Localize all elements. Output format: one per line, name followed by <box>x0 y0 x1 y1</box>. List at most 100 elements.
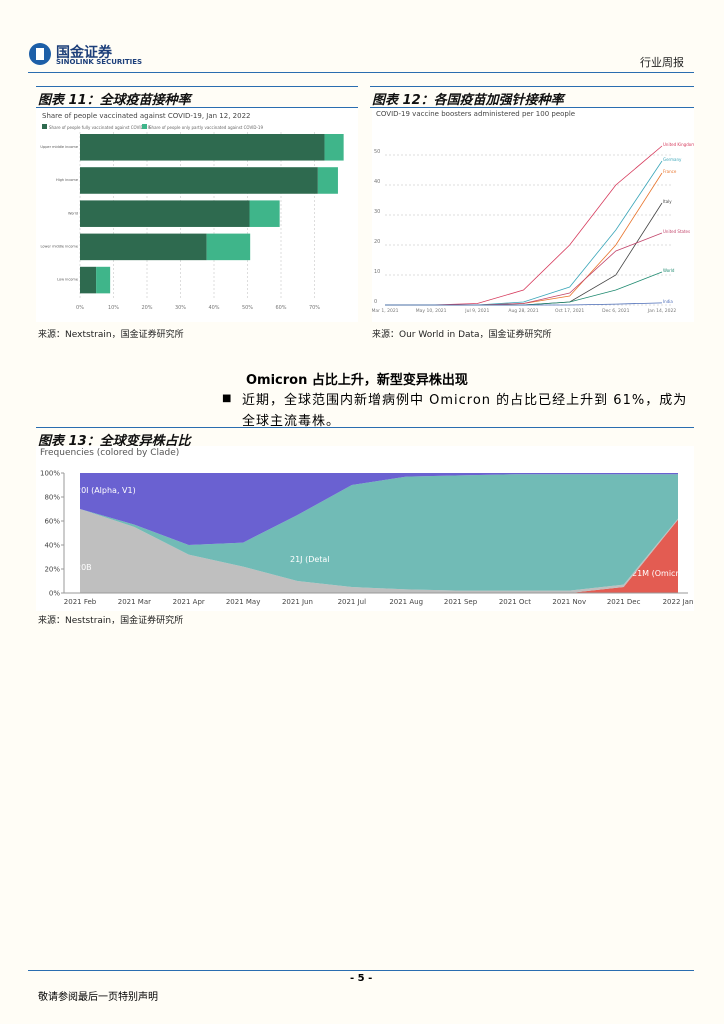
legend-label: Share of people fully vaccinated against… <box>49 125 151 130</box>
series-label: United States <box>663 229 690 234</box>
y-tick-label: World <box>68 211 78 215</box>
bar-segment <box>96 266 111 294</box>
legend-label: Share of people only partly vaccinated a… <box>149 125 263 130</box>
x-tick-label: 2021 Jun <box>282 598 313 606</box>
bar-segment <box>80 266 97 294</box>
series-label: Italy <box>663 199 672 204</box>
y-tick-label: 40 <box>374 179 380 185</box>
x-tick-label: 60% <box>275 305 286 311</box>
x-tick-label: 2021 Feb <box>64 598 97 606</box>
bar-segment <box>206 233 251 261</box>
y-tick-label: 40% <box>44 542 60 550</box>
y-tick-label: 80% <box>44 494 60 502</box>
bar-segment <box>80 167 318 194</box>
logo-cn: 国金证券 <box>56 45 112 61</box>
area <box>80 509 678 593</box>
x-tick-label: May 10, 2021 <box>416 308 447 314</box>
x-tick-label: 2021 Nov <box>552 598 586 606</box>
x-tick-label: Dec 6, 2021 <box>602 308 629 314</box>
chart-title: Share of people vaccinated against COVID… <box>42 112 250 120</box>
x-tick-label: 2021 Jul <box>338 598 367 606</box>
section-heading: Omicron 占比上升，新型变异株出现 <box>246 373 468 388</box>
x-tick-label: 40% <box>208 305 219 311</box>
source: 来源：Neststrain，国金证券研究所 <box>38 616 184 626</box>
x-tick-label: 2021 May <box>226 598 261 606</box>
figure-title: 图表 11：全球疫苗接种率 <box>36 86 358 108</box>
line <box>385 172 663 306</box>
chart: Share of people vaccinated against COVID… <box>36 108 358 322</box>
series-label: France <box>663 169 677 174</box>
logo-icon <box>29 43 51 65</box>
bar-segment <box>80 233 207 261</box>
source: 来源：Nextstrain，国金证券研究所 <box>38 330 184 340</box>
footer-rule <box>28 970 694 971</box>
chart-title: COVID-19 vaccine boosters administered p… <box>376 110 575 118</box>
y-tick-label: 20 <box>374 239 380 245</box>
header-rule <box>28 72 694 73</box>
y-tick-label: Lower middle income <box>41 245 78 249</box>
bullet-icon: ■ <box>222 393 232 404</box>
x-tick-label: 2021 Oct <box>499 598 531 606</box>
line <box>385 302 663 306</box>
y-tick-label: 100% <box>40 470 60 478</box>
chart-title: Frequencies (colored by Clade) <box>40 448 179 458</box>
logo-en: SINOLINK SECURITIES <box>56 58 143 66</box>
y-tick-label: 10 <box>374 269 380 275</box>
x-tick-label: 20% <box>141 305 152 311</box>
y-tick-label: 0% <box>49 590 60 598</box>
series-label: India <box>663 299 673 304</box>
legend-swatch <box>42 124 47 129</box>
source: 来源：Our World in Data，国金证券研究所 <box>372 330 552 340</box>
series-label: World <box>663 268 675 273</box>
area <box>80 473 678 545</box>
bar-segment <box>80 134 325 161</box>
bar-segment <box>249 200 280 227</box>
report-type: 行业周报 <box>640 56 684 69</box>
y-tick-label: 20% <box>44 566 60 574</box>
x-tick-label: 70% <box>309 305 320 311</box>
page-number: - 5 - <box>350 973 373 984</box>
line <box>385 271 663 306</box>
y-tick-label: 50 <box>374 149 380 155</box>
x-tick-label: 2021 Mar <box>118 598 151 606</box>
area-label: 20I (Alpha, V1) <box>76 486 136 495</box>
x-tick-label: Jul 9, 2021 <box>464 308 489 314</box>
y-tick-label: 60% <box>44 518 60 526</box>
x-tick-label: Aug 28, 2021 <box>508 308 538 314</box>
y-tick-label: High income <box>56 178 78 182</box>
chart: Frequencies (colored by Clade) 0% 20% 40% 60… <box>36 446 694 611</box>
y-tick-label: Upper middle income <box>40 145 78 149</box>
legend-swatch <box>142 124 147 129</box>
line <box>385 145 663 306</box>
area <box>80 474 678 591</box>
x-tick-label: Mar 1, 2021 <box>372 308 399 314</box>
x-tick-label: 2021 Aug <box>389 598 423 606</box>
y-tick-label: Low income <box>57 278 78 282</box>
x-tick-label: 2021 Sep <box>444 598 478 606</box>
disclaimer: 敬请参阅最后一页特别声明 <box>38 992 158 1003</box>
x-tick-label: 10% <box>108 305 119 311</box>
area-label: 21J (Detal <box>290 555 330 564</box>
figure-title: 图表 12：各国疫苗加强针接种率 <box>370 86 694 108</box>
x-tick-label: 30% <box>175 305 186 311</box>
bar-segment <box>324 134 344 161</box>
line <box>385 160 663 306</box>
x-tick-label: 2021 Apr <box>173 598 205 606</box>
x-tick-label: 50% <box>242 305 253 311</box>
y-tick-label: 0 <box>374 299 377 305</box>
chart: COVID-19 vaccine boosters administered p… <box>372 108 694 322</box>
x-tick-label: 0% <box>76 305 84 311</box>
area-label: 20B <box>76 563 92 572</box>
bar-segment <box>80 200 250 227</box>
bullet-text: 近期，全球范围内新增病例中 Omicron 的占比已经上升到 61%，成为全球主… <box>242 393 688 429</box>
series-label: Germany <box>663 157 682 162</box>
x-tick-label: Jan 14, 2022 <box>647 308 677 314</box>
x-tick-label: 2022 Jan <box>663 598 694 606</box>
x-tick-label: Oct 17, 2021 <box>555 308 584 314</box>
series-label: United Kingdom <box>663 142 694 147</box>
y-tick-label: 30 <box>374 209 380 215</box>
area-label: 21M (Omicron) <box>632 569 692 578</box>
line <box>385 232 663 306</box>
bar-segment <box>317 167 338 194</box>
